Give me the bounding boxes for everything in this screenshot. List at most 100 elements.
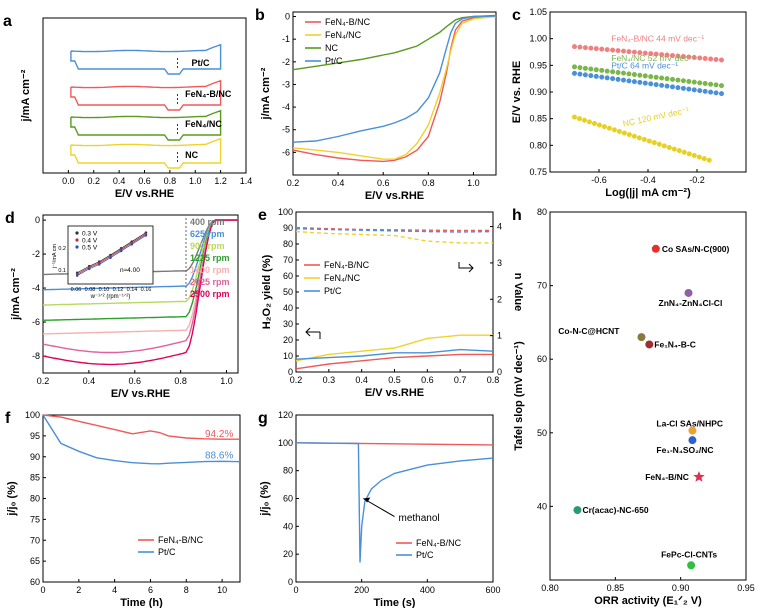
data-point (593, 46, 599, 52)
point-label: FePc-Cl-CNTs (661, 549, 717, 559)
data-point (664, 76, 670, 82)
panel-f: 0 2 4 6 8 10 100 95 90 85 80 75 70 65 60 Time (h) j/j₀ (… (5, 410, 241, 608)
inset-y-tick: 0.1 (58, 268, 66, 274)
y-tick-label: 40 (283, 521, 293, 531)
y-tick-label: 120 (278, 410, 293, 420)
x-tick-label: 0.4 (83, 376, 96, 386)
data-point (646, 138, 652, 144)
y-tick-label: 80 (283, 239, 293, 249)
data-point (659, 82, 665, 88)
retention-label: 94.2% (205, 429, 233, 440)
x-tick-label: 0 (293, 585, 298, 595)
x-tick-label: 0.95 (737, 583, 755, 593)
y-axis-label: j/mA cm⁻² (10, 268, 22, 321)
panel-letter: g (258, 410, 268, 427)
data-point (610, 47, 616, 53)
series-label: FeN₄-B/NC (185, 89, 232, 99)
legend-entry: FeN₄-B/NC (416, 538, 462, 548)
n-value-line (295, 228, 494, 233)
data-point (582, 45, 588, 51)
series-line (42, 219, 238, 291)
inset-x-tick: 0.06 (71, 287, 82, 293)
x-tick-label: 0.6 (138, 176, 151, 186)
data-point (588, 73, 594, 79)
data-point (604, 47, 610, 53)
data-point (713, 90, 719, 96)
y-tick-label: -3 (282, 79, 290, 89)
point-label: FeN₄-B/NC (645, 472, 689, 482)
legend-entry: FeN₄-B/NC (325, 17, 371, 27)
inset-x-tick: 0.08 (85, 287, 96, 293)
panel-letter: e (258, 207, 267, 224)
arrow-right-icon (458, 262, 474, 273)
data-point (702, 56, 708, 62)
data-point (670, 76, 675, 82)
data-point (637, 50, 643, 56)
inset-x-tick: 0.14 (127, 287, 138, 293)
x-tick-label: 400 (420, 585, 435, 595)
data-point (697, 55, 703, 61)
legend-entry: NC (325, 43, 338, 53)
data-point (670, 84, 675, 90)
y2-tick-label: 1 (497, 331, 502, 341)
y-tick-label: -8 (32, 351, 40, 361)
y2-tick-label: 4 (497, 222, 502, 232)
y-tick-label: 0.90 (529, 87, 547, 97)
data-point (642, 80, 648, 86)
data-point (651, 140, 657, 146)
x-tick-label: 0.8 (422, 178, 435, 188)
y-tick-label: 80 (537, 207, 547, 217)
y-tick-label: 0 (288, 577, 293, 587)
x-axis-label: Time (h) (120, 597, 163, 608)
data-point (681, 149, 687, 155)
data-point (701, 156, 707, 162)
series-line (292, 14, 497, 71)
y-axis-label: Tafel slop (mV dec⁻¹) (513, 341, 525, 451)
data-point (675, 85, 681, 91)
x-tick-label: -0.4 (640, 175, 656, 185)
x-tick-label: 1.0 (220, 376, 233, 386)
y-tick-label: -6 (282, 147, 290, 157)
panel-letter: c (512, 7, 521, 24)
y-tick-label: 90 (283, 223, 293, 233)
data-point (621, 48, 626, 54)
y-tick-label: 1.05 (529, 7, 547, 17)
n-value-line (295, 230, 493, 244)
retention-label: 88.6% (205, 451, 233, 462)
x-tick-label: 0.8 (164, 176, 177, 186)
point-label: La-Cl SAs/NHPC (656, 419, 723, 429)
data-point (621, 77, 626, 83)
data-point (702, 81, 708, 87)
y-tick-label: 0 (35, 215, 40, 225)
x-tick-label: 0.4 (355, 375, 368, 385)
data-point (604, 68, 610, 74)
data-point (582, 65, 588, 71)
y-tick-label: 70 (537, 281, 547, 291)
legend-entry: FeN₄-B/NC (324, 260, 370, 270)
inset-legend-entry: 0.3 V (82, 231, 98, 238)
x-axis-label: Log(|j| mA cm⁻²) (605, 187, 691, 199)
data-point (581, 117, 587, 123)
data-point (572, 44, 577, 50)
series-line (295, 442, 494, 563)
data-point (670, 53, 675, 59)
data-point (577, 71, 583, 77)
data-point (686, 86, 692, 92)
arrow-head-icon (363, 497, 371, 503)
point-label: Fe₁-N₄SO₂/NC (656, 445, 713, 455)
y-tick-label: 60 (30, 577, 40, 587)
data-point (615, 69, 621, 75)
y-tick-label: -1 (282, 34, 290, 44)
data-point (659, 75, 665, 81)
y-tick-label: 1.00 (529, 34, 547, 44)
y2-axis-label: n Value (512, 273, 524, 312)
data-point (708, 56, 714, 62)
data-point (637, 72, 643, 78)
y-tick-label: 10 (283, 351, 293, 361)
x-tick-label: 1.0 (467, 178, 480, 188)
arrow-left-icon (305, 327, 320, 337)
y-tick-label: 40 (537, 501, 547, 511)
series-line (295, 353, 493, 370)
x-tick-label: 0.4 (332, 178, 345, 188)
data-point (719, 57, 724, 63)
